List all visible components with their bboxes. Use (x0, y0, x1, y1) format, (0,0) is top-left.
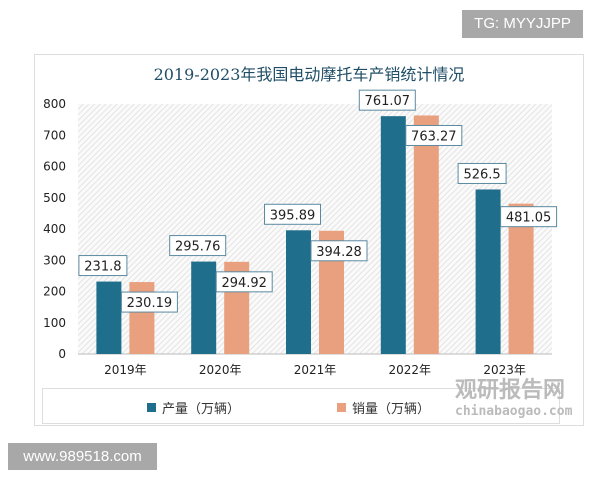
y-tick-label: 600 (43, 160, 66, 174)
bar-production (96, 281, 122, 354)
bar-production (475, 189, 501, 354)
data-label-box (169, 235, 227, 257)
watermark-tg: TG: MYYJJPP (462, 10, 583, 38)
data-label: 481.05 (506, 211, 552, 226)
y-tick-label: 800 (43, 97, 66, 111)
data-label: 761.07 (365, 94, 411, 109)
y-tick-label: 400 (43, 222, 66, 236)
x-tick-label: 2021年 (294, 363, 337, 377)
legend-label: 产量（万辆） (162, 402, 241, 417)
x-tick-label: 2020年 (199, 363, 242, 377)
bar-production (191, 261, 217, 354)
chart-title: 2019-2023年我国电动摩托车产销统计情况 (154, 65, 465, 84)
data-label: 295.76 (175, 240, 221, 255)
watermark-url: www.989518.com (8, 443, 157, 470)
data-label: 230.19 (127, 296, 173, 311)
data-label: 395.89 (270, 208, 316, 223)
data-label: 231.8 (84, 260, 121, 275)
bar-sales (413, 115, 439, 355)
data-label: 394.28 (316, 245, 362, 260)
bar-sales (508, 203, 534, 354)
legend-item-sales: 销量（万辆） (337, 398, 430, 417)
legend: 产量（万辆） 销量（万辆） (42, 388, 560, 424)
y-tick-label: 500 (43, 191, 66, 205)
legend-swatch (147, 403, 156, 412)
logo-watermark: 观研报告网 chinabaogao.com (455, 378, 573, 419)
data-label-box (310, 240, 368, 262)
data-label-box (78, 255, 128, 277)
data-label-box (264, 203, 321, 225)
legend-item-production: 产量（万辆） (147, 398, 240, 417)
y-tick-label: 300 (43, 253, 66, 267)
data-label-box (120, 291, 178, 313)
data-label: 763.27 (411, 129, 457, 144)
data-label-box (500, 206, 558, 228)
data-label: 526.5 (463, 167, 500, 182)
x-tick-label: 2022年 (389, 363, 432, 377)
data-label-box (215, 271, 273, 293)
data-label-box (358, 89, 416, 111)
bar-production (380, 116, 406, 355)
data-label-box (457, 162, 507, 184)
x-tick-label: 2023年 (483, 363, 526, 377)
legend-swatch (337, 403, 346, 412)
y-tick-label: 0 (58, 347, 66, 361)
y-tick-label: 700 (43, 128, 66, 142)
y-tick-label: 200 (43, 285, 66, 299)
y-tick-label: 100 (43, 316, 66, 330)
data-label: 294.92 (221, 276, 267, 291)
x-tick-label: 2019年 (104, 363, 147, 377)
bar-production (286, 230, 311, 354)
legend-label: 销量（万辆） (352, 402, 431, 417)
data-label-box (405, 124, 463, 146)
chart-frame (34, 54, 584, 426)
